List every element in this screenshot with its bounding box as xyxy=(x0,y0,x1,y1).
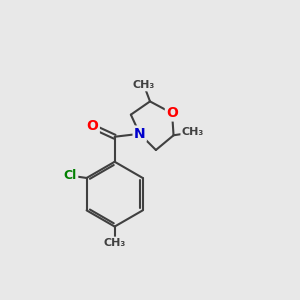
Text: Cl: Cl xyxy=(64,169,77,182)
Text: CH₃: CH₃ xyxy=(133,80,155,90)
Text: CH₃: CH₃ xyxy=(103,238,126,248)
Text: CH₃: CH₃ xyxy=(182,127,204,137)
Text: N: N xyxy=(134,127,146,141)
Text: O: O xyxy=(166,106,178,120)
Text: O: O xyxy=(87,119,98,134)
